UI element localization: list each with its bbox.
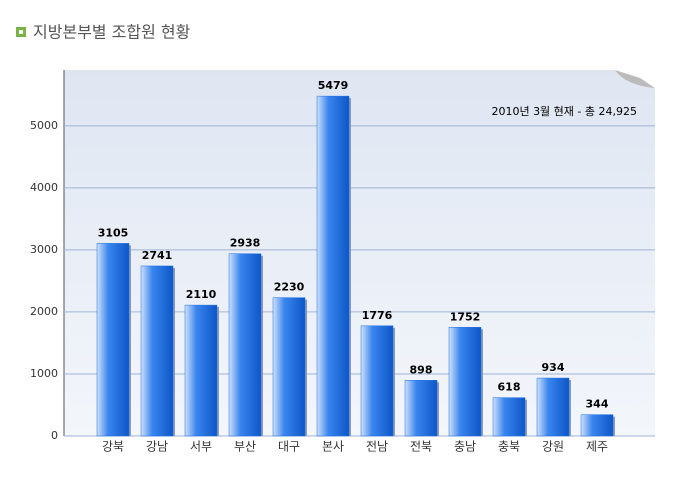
x-tick-label: 강원 xyxy=(542,440,564,454)
bar xyxy=(316,95,350,437)
value-label: 344 xyxy=(586,398,609,411)
x-tick-label: 서부 xyxy=(190,440,212,454)
y-tick-label: 4000 xyxy=(30,181,58,194)
bar xyxy=(140,265,174,437)
value-label: 1776 xyxy=(362,309,393,322)
value-label: 2230 xyxy=(274,281,305,294)
title-icon-inner xyxy=(19,30,23,34)
bar xyxy=(228,253,262,437)
x-tick-label: 대구 xyxy=(278,440,300,454)
value-label: 618 xyxy=(498,381,521,394)
value-label: 3105 xyxy=(98,226,129,239)
bar xyxy=(448,327,482,437)
x-tick-label: 충북 xyxy=(498,440,520,454)
y-tick-label: 2000 xyxy=(30,305,58,318)
x-tick-label: 전북 xyxy=(410,440,432,454)
x-tick-label: 강북 xyxy=(102,440,124,454)
value-label: 2110 xyxy=(186,288,217,301)
value-label: 1752 xyxy=(450,310,481,323)
y-tick-label: 0 xyxy=(51,429,58,442)
page-curl xyxy=(615,70,655,88)
bar xyxy=(580,414,614,437)
y-tick-label: 1000 xyxy=(30,367,58,380)
value-label: 934 xyxy=(542,361,565,374)
page-title: 지방본부별 조합원 현황 xyxy=(33,23,191,42)
x-tick-label: 충남 xyxy=(454,440,476,454)
value-label: 2741 xyxy=(142,249,173,262)
bar xyxy=(272,297,306,437)
bar xyxy=(360,325,394,437)
value-label: 5479 xyxy=(318,79,349,92)
y-tick-label: 3000 xyxy=(30,243,58,256)
bar xyxy=(96,243,130,437)
y-tick-label: 5000 xyxy=(30,119,58,132)
x-tick-label: 부산 xyxy=(234,440,256,454)
x-tick-label: 강남 xyxy=(146,440,168,454)
x-tick-label: 제주 xyxy=(586,440,608,454)
bar xyxy=(404,380,438,437)
x-tick-label: 전남 xyxy=(366,440,388,454)
value-label: 898 xyxy=(410,363,433,376)
bar xyxy=(492,397,526,437)
x-tick-label: 본사 xyxy=(322,440,344,454)
bar xyxy=(184,304,218,437)
value-label: 2938 xyxy=(230,237,261,250)
annotation: 2010년 3월 현재 - 총 24,925 xyxy=(491,105,637,118)
bar xyxy=(536,377,570,437)
